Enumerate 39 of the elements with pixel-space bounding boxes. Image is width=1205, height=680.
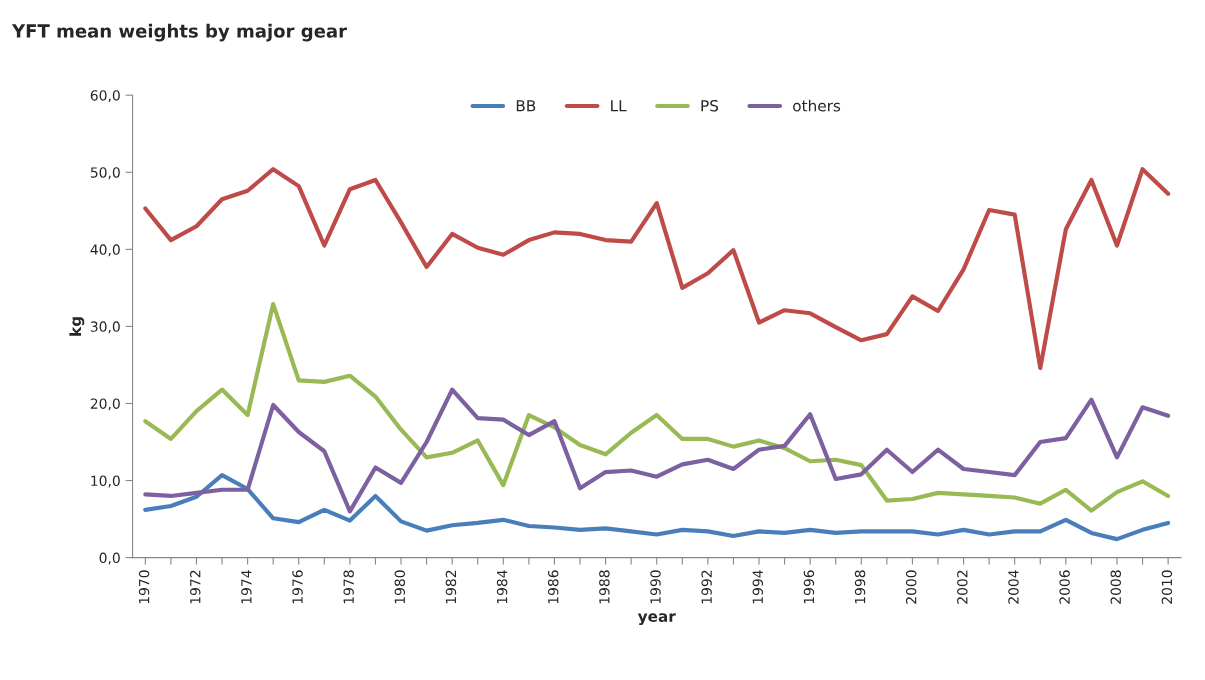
x-tick-label: 1996	[803, 570, 815, 604]
x-tick-label: 1970	[138, 570, 150, 604]
x-tick-label: 1976	[292, 570, 303, 604]
legend-label: others	[793, 99, 841, 112]
y-tick-label: 30,0	[90, 321, 120, 334]
line-series	[143, 473, 1171, 542]
line-series	[143, 167, 1171, 371]
legend-label: PS	[701, 99, 719, 112]
x-tick-label: 1972	[190, 570, 201, 604]
x-tick-label: 1988	[599, 570, 610, 604]
y-tick-label: 0,0	[99, 552, 120, 565]
y-tick-label: 10,0	[91, 475, 120, 488]
line-series	[143, 387, 1171, 514]
x-tick-label: 1974	[241, 570, 252, 604]
x-tick-label: 1994	[752, 570, 764, 604]
line-series	[143, 301, 1171, 513]
x-tick-label: 2010	[1161, 570, 1173, 604]
x-tick-label: 2004	[1008, 570, 1019, 604]
legend-label: LL	[611, 100, 627, 112]
x-tick-label: 1980	[394, 570, 406, 604]
x-tick-label: 1990	[650, 570, 661, 604]
y-tick-label: 20,0	[90, 398, 120, 411]
x-tick-label: 2002	[957, 570, 968, 604]
chart-title: YFT mean weights by major gear	[11, 23, 347, 42]
x-tick-label: 2000	[905, 570, 917, 604]
y-tick-label: 50,0	[90, 167, 120, 180]
x-tick-label: 1998	[854, 570, 866, 604]
x-tick-label: 1986	[547, 570, 559, 604]
x-tick-label: 1984	[496, 570, 508, 604]
x-tick-label: 2006	[1059, 570, 1070, 604]
x-tick-label: 1992	[701, 570, 712, 604]
x-tick-label: 1978	[343, 570, 354, 604]
y-axis-title: kg	[69, 317, 85, 336]
y-tick-label: 60,0	[90, 90, 120, 103]
x-tick-label: 1982	[445, 570, 457, 604]
x-axis-title: year	[637, 613, 676, 626]
legend-label: BB	[516, 100, 536, 112]
y-tick-label: 40,0	[90, 244, 120, 257]
x-tick-label: 2008	[1110, 570, 1122, 604]
